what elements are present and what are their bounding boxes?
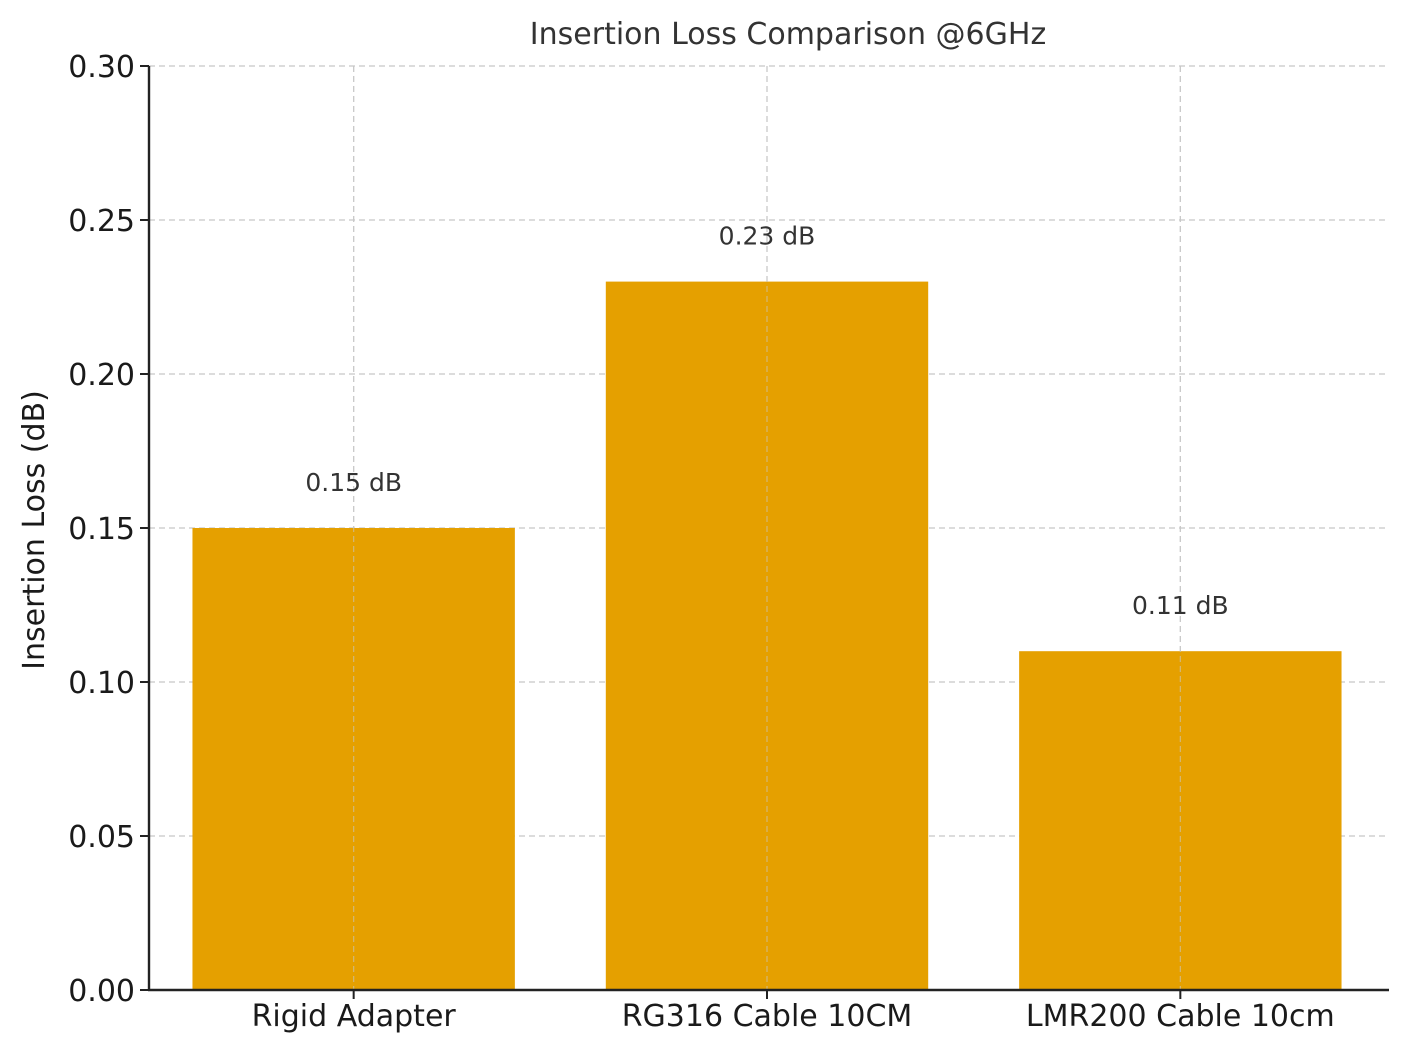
y-tick-label: 0.10 [68,666,135,701]
y-tick-label: 0.00 [68,974,135,1009]
x-tick-label: Rigid Adapter [252,999,457,1034]
chart-title: Insertion Loss Comparison @6GHz [530,17,1046,52]
y-tick-label: 0.05 [68,820,135,855]
data-label: 0.15 dB [305,468,402,497]
labels: Rigid Adapter 0.15 dB RG316 Cable 10CM 0.23… [252,222,1335,1034]
bars [192,66,1342,991]
ticks: 0.00 0.05 0.10 0.15 0.20 0.25 0.30 [68,50,1182,1009]
x-tick-label: RG316 Cable 10CM [622,999,913,1034]
y-tick-label: 0.15 [68,512,135,547]
x-tick-label: LMR200 Cable 10cm [1026,999,1335,1034]
y-axis-title: Insertion Loss (dB) [17,390,52,670]
data-label: 0.11 dB [1132,591,1229,620]
y-tick-label: 0.20 [68,358,135,393]
data-label: 0.23 dB [719,222,816,251]
y-tick-label: 0.25 [68,204,135,239]
y-tick-label: 0.30 [68,50,135,85]
